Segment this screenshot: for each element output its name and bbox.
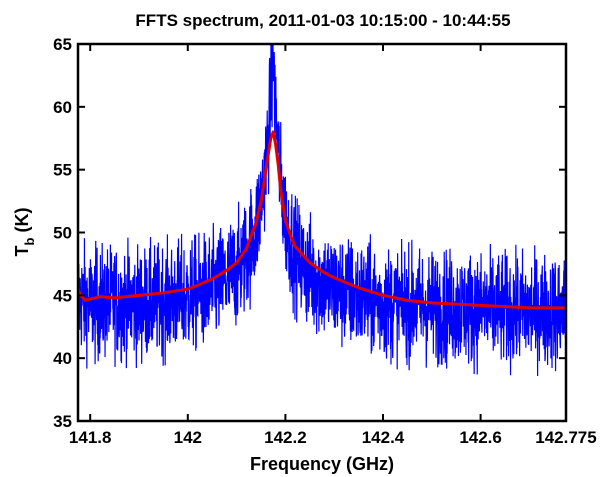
y-axis-label-unit: (K) bbox=[12, 208, 32, 238]
x-axis-label: Frequency (GHz) bbox=[250, 454, 394, 474]
x-tick-label: 142 bbox=[174, 428, 202, 447]
y-axis-label-subscript: b bbox=[22, 237, 37, 245]
x-tick-label: 142.4 bbox=[362, 428, 405, 447]
y-axis-label: Tb (K) bbox=[12, 208, 37, 257]
x-tick-label: 141.8 bbox=[69, 428, 112, 447]
y-tick-label: 45 bbox=[53, 286, 72, 305]
ticks-layer: 141.8 142 142.2 142.4 142.6 142.775 35 40 45 50 55… bbox=[53, 35, 597, 447]
y-tick-label: 55 bbox=[53, 161, 72, 180]
x-tick-label: 142.6 bbox=[459, 428, 502, 447]
y-tick-label: 35 bbox=[53, 412, 72, 431]
series-line-raw bbox=[78, 44, 566, 377]
plot-area bbox=[78, 44, 566, 421]
y-axis-label-main: T bbox=[12, 245, 32, 256]
x-tick-label: 142.2 bbox=[264, 428, 307, 447]
series-line-smoothed bbox=[78, 130, 566, 310]
y-tick-label: 50 bbox=[53, 224, 72, 243]
y-tick-label: 40 bbox=[53, 349, 72, 368]
y-tick-label: 60 bbox=[53, 98, 72, 117]
x-tick-label: 142.775 bbox=[535, 428, 596, 447]
y-tick-label: 65 bbox=[53, 35, 72, 54]
series-layer bbox=[78, 44, 566, 377]
chart-title: FFTS spectrum, 2011-01-03 10:15:00 - 10:… bbox=[135, 11, 510, 30]
